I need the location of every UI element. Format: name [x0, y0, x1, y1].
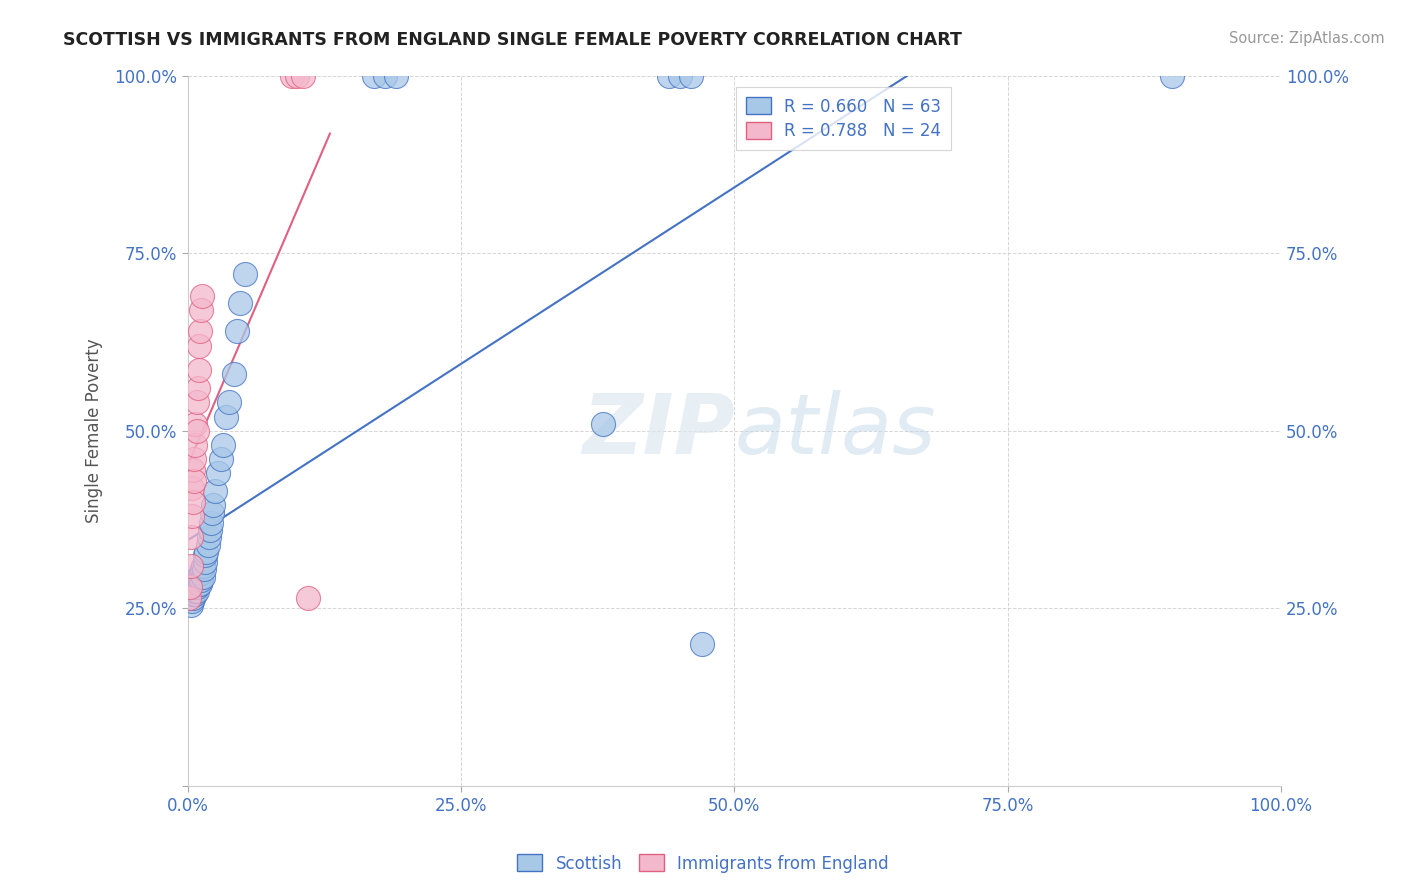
- Point: [181, 587, 204, 601]
- Point: [184, 438, 207, 452]
- Point: [180, 530, 202, 544]
- Point: [180, 558, 202, 573]
- Point: [183, 580, 205, 594]
- Point: [186, 424, 208, 438]
- Point: [181, 583, 204, 598]
- Legend: R = 0.660   N = 63, R = 0.788   N = 24: R = 0.660 N = 63, R = 0.788 N = 24: [735, 87, 952, 151]
- Point: [200, 516, 222, 531]
- Point: [222, 367, 245, 381]
- Point: [186, 580, 208, 594]
- Point: [690, 637, 713, 651]
- Point: [280, 69, 302, 83]
- Point: [291, 69, 314, 83]
- Point: [233, 268, 256, 282]
- Point: [181, 509, 204, 524]
- Point: [297, 591, 319, 605]
- Legend: Scottish, Immigrants from England: Scottish, Immigrants from England: [510, 847, 896, 880]
- Point: [180, 580, 202, 594]
- Text: Source: ZipAtlas.com: Source: ZipAtlas.com: [1229, 31, 1385, 46]
- Point: [191, 558, 214, 573]
- Point: [181, 587, 204, 601]
- Point: [198, 524, 221, 538]
- Point: [211, 438, 233, 452]
- Point: [181, 583, 204, 598]
- Point: [179, 580, 201, 594]
- Text: SCOTTISH VS IMMIGRANTS FROM ENGLAND SINGLE FEMALE POVERTY CORRELATION CHART: SCOTTISH VS IMMIGRANTS FROM ENGLAND SING…: [63, 31, 962, 49]
- Point: [197, 530, 219, 544]
- Point: [187, 569, 209, 583]
- Point: [181, 481, 204, 495]
- Point: [190, 303, 212, 318]
- Point: [183, 452, 205, 467]
- Point: [181, 594, 204, 608]
- Point: [183, 587, 205, 601]
- Point: [209, 452, 232, 467]
- Point: [204, 484, 226, 499]
- Point: [187, 576, 209, 591]
- Point: [207, 467, 229, 481]
- Point: [679, 69, 702, 83]
- Point: [180, 598, 202, 612]
- Point: [181, 495, 204, 509]
- Point: [181, 591, 204, 605]
- Point: [187, 338, 209, 352]
- Point: [183, 576, 205, 591]
- Point: [658, 69, 681, 83]
- Point: [218, 395, 240, 409]
- Point: [668, 69, 690, 83]
- Point: [184, 417, 207, 431]
- Y-axis label: Single Female Poverty: Single Female Poverty: [86, 339, 103, 523]
- Point: [187, 576, 209, 591]
- Text: ZIP: ZIP: [582, 391, 734, 471]
- Point: [187, 569, 209, 583]
- Point: [181, 580, 204, 594]
- Point: [197, 537, 219, 551]
- Point: [285, 69, 308, 83]
- Point: [1160, 69, 1182, 83]
- Point: [374, 69, 396, 83]
- Point: [193, 562, 215, 576]
- Point: [201, 506, 224, 520]
- Point: [226, 324, 249, 338]
- Point: [191, 562, 214, 576]
- Point: [363, 69, 385, 83]
- Text: atlas: atlas: [734, 391, 936, 471]
- Point: [180, 591, 202, 605]
- Point: [184, 587, 207, 601]
- Point: [194, 548, 217, 562]
- Point: [184, 583, 207, 598]
- Point: [187, 381, 209, 395]
- Point: [186, 583, 208, 598]
- Point: [186, 395, 208, 409]
- Point: [384, 69, 406, 83]
- Point: [592, 417, 614, 431]
- Point: [190, 573, 212, 587]
- Point: [187, 573, 209, 587]
- Point: [184, 573, 207, 587]
- Point: [177, 591, 200, 605]
- Point: [183, 583, 205, 598]
- Point: [181, 463, 204, 477]
- Point: [188, 569, 211, 583]
- Point: [188, 324, 211, 338]
- Point: [184, 580, 207, 594]
- Point: [186, 573, 208, 587]
- Point: [194, 555, 217, 569]
- Point: [215, 409, 238, 424]
- Point: [190, 566, 212, 580]
- Point: [183, 474, 205, 488]
- Point: [195, 544, 218, 558]
- Point: [191, 569, 214, 583]
- Point: [188, 576, 211, 591]
- Point: [201, 499, 224, 513]
- Point: [191, 289, 214, 303]
- Point: [229, 296, 252, 310]
- Point: [187, 363, 209, 377]
- Point: [179, 587, 201, 601]
